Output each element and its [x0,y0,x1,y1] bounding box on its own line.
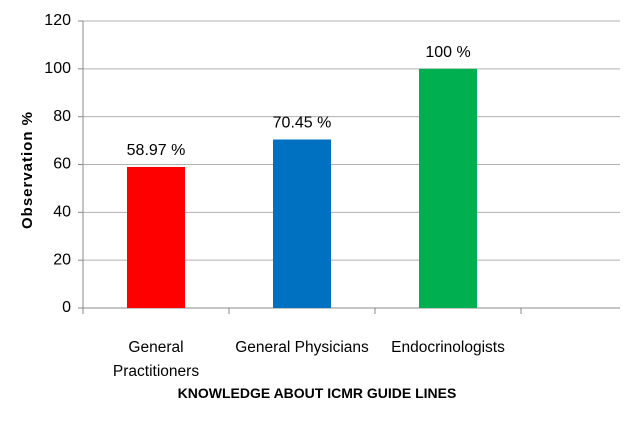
data-label: 100 % [425,44,470,61]
data-label: 70.45 % [273,115,332,132]
x-tick-label: General Physicians [235,339,369,356]
y-tick-label: 120 [44,12,71,29]
x-tick-label: General Practitioners [112,339,200,380]
x-axis-title: KNOWLEDGE ABOUT ICMR GUIDE LINES [177,385,457,401]
bar [127,166,185,308]
y-tick-label: 100 [44,60,71,77]
y-tick-label: 40 [53,204,71,221]
bar [419,68,477,308]
y-tick-label: 0 [62,299,71,316]
y-axis-title: Observation % [19,111,36,229]
y-tick-label: 80 [53,108,71,125]
bar [273,139,331,308]
x-tick-label: Endocrinologists [391,339,505,356]
data-label: 58.97 % [127,142,186,159]
y-tick-label: 60 [53,156,71,173]
y-tick-label: 20 [53,251,71,268]
